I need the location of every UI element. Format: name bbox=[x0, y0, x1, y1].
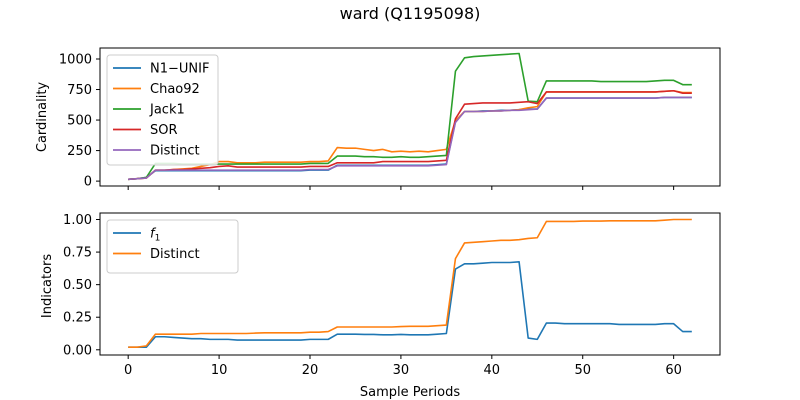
indicators-plot-frame bbox=[99, 212, 721, 356]
cardinality-series-line-sor bbox=[128, 89, 692, 181]
indicators-y-ticks: 0.00 0.25 0.50 0.75 1.00 bbox=[63, 213, 100, 358]
indicators-legend: f1 Distinct bbox=[106, 219, 239, 274]
cardinality-legend-label-sor: SOR bbox=[150, 123, 178, 138]
indicators-series-line-distinct bbox=[128, 218, 692, 348]
indicators-legend-label-distinct: Distinct bbox=[150, 247, 200, 262]
cardinality-series-line-jack1 bbox=[128, 52, 692, 181]
indicators-subplot: 0 10 20 30 40 50 60 0.00 0.25 0.50 0.75 1.00 Indic… bbox=[40, 212, 721, 400]
cardinality-legend-label-chao92: Chao92 bbox=[150, 82, 200, 97]
chart-title: ward (Q1195098) bbox=[340, 4, 481, 23]
indicators-y-tick-label: 1.00 bbox=[63, 213, 92, 228]
cardinality-plot-frame bbox=[99, 47, 721, 187]
indicators-x-tick-label: 30 bbox=[393, 363, 410, 378]
indicators-series-line-f1 bbox=[128, 261, 692, 348]
cardinality-lines bbox=[128, 52, 692, 181]
cardinality-y-tick-label: 0 bbox=[84, 175, 92, 190]
cardinality-y-tick-label: 500 bbox=[67, 114, 92, 129]
indicators-x-ticks: 0 10 20 30 40 50 60 bbox=[124, 355, 682, 378]
cardinality-x-ticks bbox=[127, 186, 675, 190]
cardinality-y-axis-label: Cardinality bbox=[35, 82, 50, 153]
cardinality-y-tick-label: 750 bbox=[67, 83, 92, 98]
indicators-lines bbox=[128, 218, 692, 348]
indicators-x-tick-label: 10 bbox=[211, 363, 228, 378]
cardinality-legend-label-distinct: Distinct bbox=[150, 144, 200, 159]
indicators-x-tick-label: 50 bbox=[574, 363, 591, 378]
indicators-y-tick-label: 0.00 bbox=[63, 343, 92, 358]
cardinality-y-tick-label: 1000 bbox=[59, 52, 92, 67]
indicators-y-axis-label: Indicators bbox=[40, 254, 55, 318]
indicators-y-tick-label: 0.50 bbox=[63, 278, 92, 293]
indicators-y-tick-label: 0.25 bbox=[63, 311, 92, 326]
cardinality-y-ticks: 0 250 500 750 1000 bbox=[59, 52, 100, 190]
cardinality-legend: N1−UNIF Chao92 Jack1 SOR Distinct bbox=[106, 54, 219, 166]
x-axis-label: Sample Periods bbox=[360, 385, 460, 400]
cardinality-y-tick-label: 250 bbox=[67, 144, 92, 159]
cardinality-legend-label-n1-unif: N1−UNIF bbox=[150, 62, 209, 77]
indicators-x-tick-label: 60 bbox=[665, 363, 682, 378]
cardinality-series-line-distinct bbox=[128, 96, 692, 181]
indicators-x-tick-label: 40 bbox=[484, 363, 501, 378]
cardinality-subplot: 0 250 500 750 1000 Cardinality N1−UNIF Chao92… bbox=[35, 47, 721, 190]
cardinality-legend-box bbox=[106, 54, 219, 166]
indicators-x-tick-label: 0 bbox=[124, 363, 132, 378]
cardinality-legend-label-jack1: Jack1 bbox=[149, 103, 185, 118]
indicators-x-tick-label: 20 bbox=[302, 363, 319, 378]
indicators-y-tick-label: 0.75 bbox=[63, 246, 92, 261]
indicators-legend-label-f1: f1 bbox=[150, 227, 160, 244]
